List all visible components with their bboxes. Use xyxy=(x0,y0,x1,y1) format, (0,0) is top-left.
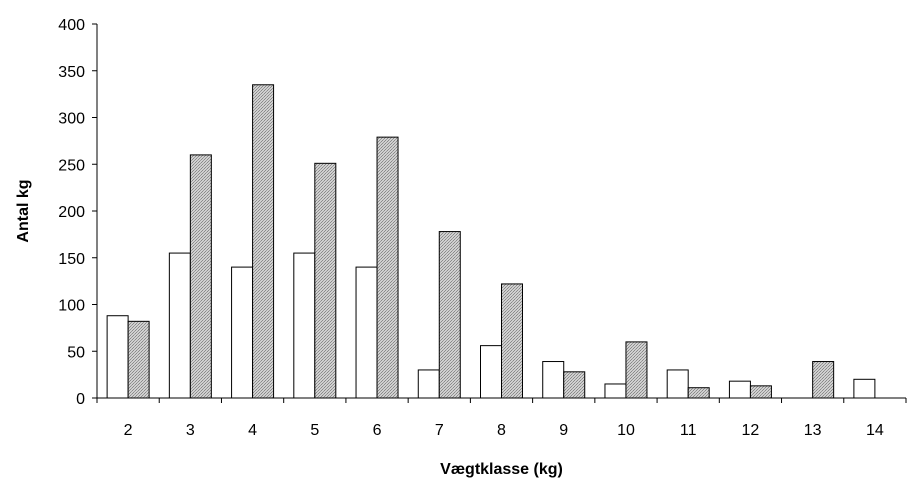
x-tick-label: 5 xyxy=(310,422,319,439)
x-axis-ticks: 2 3 4 5 6 7 8 9 10 11 12 13 14 xyxy=(96,398,907,439)
bar-series-1-5 xyxy=(293,252,316,399)
bar-series-2-12 xyxy=(749,385,772,399)
y-tick-label: 350 xyxy=(58,64,85,81)
bar-series-1-8 xyxy=(480,345,502,399)
bar-series-2-7 xyxy=(438,231,461,399)
y-tick-label: 200 xyxy=(58,204,85,221)
bar-series-1-2 xyxy=(106,315,129,399)
bar-series-1-4 xyxy=(231,266,254,399)
bar-series-2-13 xyxy=(812,361,835,399)
bar-series-2-2 xyxy=(127,320,150,399)
bar-series-1-10 xyxy=(604,383,627,399)
x-tick-label: 2 xyxy=(124,422,133,439)
bar-series-2-5 xyxy=(314,162,337,399)
x-tick-label: 14 xyxy=(866,422,884,439)
bar-series-1-9 xyxy=(542,361,565,399)
bar-series-2-6 xyxy=(376,136,399,399)
bar-series-2-4 xyxy=(252,84,275,399)
x-tick-label: 10 xyxy=(617,422,635,439)
bar-series-1-11 xyxy=(666,369,689,399)
bar-series-1-14 xyxy=(853,378,876,399)
bar-series-2-9 xyxy=(563,371,586,399)
x-tick-label: 6 xyxy=(373,422,382,439)
bar-series-2-10 xyxy=(625,341,648,399)
y-tick-label: 300 xyxy=(58,111,85,128)
bar-series-1-12 xyxy=(728,380,751,399)
x-tick-label: 11 xyxy=(680,422,697,439)
x-tick-label: 8 xyxy=(497,422,506,439)
y-tick-label: 150 xyxy=(58,251,85,268)
y-tick-label: 0 xyxy=(76,391,85,408)
y-tick-label: 50 xyxy=(67,344,85,361)
x-axis-title: Vægtklasse (kg) xyxy=(440,461,563,478)
y-tick-label: 100 xyxy=(58,298,85,315)
y-tick-label: 400 xyxy=(58,17,85,34)
y-tick-label: 250 xyxy=(58,157,85,174)
x-tick-label: 12 xyxy=(742,422,760,439)
bar-series-2-8 xyxy=(501,283,523,399)
bar-series-2-3 xyxy=(189,154,212,399)
y-axis-ticks: 0 50 100 150 200 250 300 350 400 xyxy=(58,17,97,408)
x-tick-label: 7 xyxy=(435,422,444,439)
bar-series-2-11 xyxy=(687,387,710,399)
bar-series xyxy=(106,84,876,399)
bar-series-1-7 xyxy=(417,369,440,399)
x-tick-label: 9 xyxy=(559,422,568,439)
bar-series-1-3 xyxy=(168,252,191,399)
bar-series-1-6 xyxy=(355,266,378,399)
x-tick-label: 4 xyxy=(248,422,257,439)
y-axis-title: Antal kg xyxy=(15,179,32,242)
x-tick-label: 13 xyxy=(804,422,822,439)
x-tick-label: 3 xyxy=(186,422,195,439)
